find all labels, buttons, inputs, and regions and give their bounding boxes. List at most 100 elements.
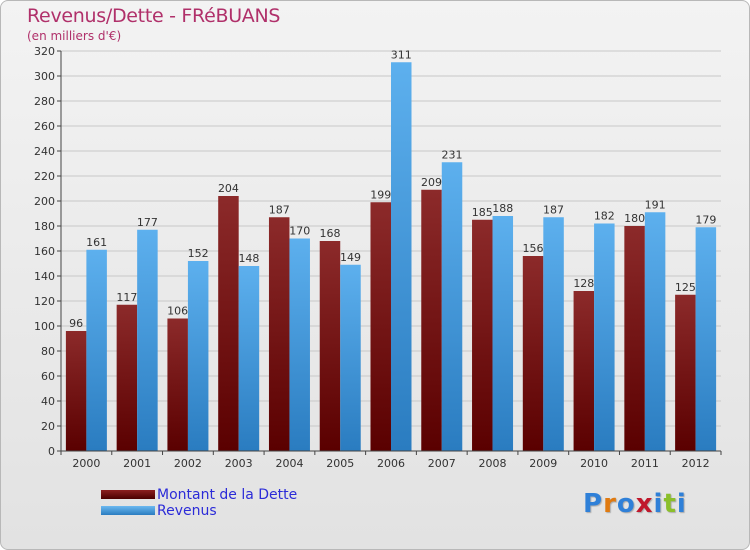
data-label-revenus: 188 <box>492 202 513 215</box>
bar-dette <box>268 217 290 451</box>
y-tick-label: 160 <box>34 245 55 258</box>
y-tick-label: 0 <box>48 445 55 458</box>
y-tick-label: 260 <box>34 120 55 133</box>
y-tick-label: 280 <box>34 95 55 108</box>
legend-label-dette: Montant de la Dette <box>157 487 298 503</box>
legend-swatch-dette <box>101 490 155 499</box>
x-tick-label: 2003 <box>225 457 253 470</box>
logo-letter: r <box>603 489 617 519</box>
data-label-dette: 125 <box>675 281 696 294</box>
y-tick-label: 320 <box>34 45 55 58</box>
bar-revenus <box>441 162 463 451</box>
proxiti-logo: Proxiti <box>583 489 687 519</box>
data-label-revenus: 231 <box>442 148 463 161</box>
legend-label-revenus: Revenus <box>157 503 217 519</box>
bar-dette <box>675 294 696 451</box>
data-label-revenus: 148 <box>238 252 259 265</box>
bar-revenus <box>238 266 260 451</box>
y-tick-label: 120 <box>34 295 55 308</box>
legend-item-dette: Montant de la Dette <box>101 487 361 503</box>
data-label-dette: 185 <box>472 206 493 219</box>
x-tick-label: 2005 <box>326 457 354 470</box>
data-label-dette: 168 <box>319 227 340 240</box>
logo-letter: x <box>635 489 654 519</box>
x-tick-label: 2008 <box>479 457 507 470</box>
y-tick-label: 220 <box>34 170 55 183</box>
bar-dette <box>116 304 138 451</box>
bar-revenus <box>391 62 412 451</box>
logo-letter: t <box>663 489 677 519</box>
y-tick-label: 100 <box>34 320 55 333</box>
y-tick-label: 20 <box>41 420 55 433</box>
data-label-revenus: 149 <box>340 251 361 264</box>
logo-letter: i <box>653 489 664 519</box>
x-tick-label: 2009 <box>529 457 557 470</box>
data-label-dette: 209 <box>421 176 442 189</box>
bar-dette <box>472 219 493 451</box>
bar-revenus <box>644 212 666 451</box>
bar-revenus <box>594 223 615 451</box>
y-tick-label: 180 <box>34 220 55 233</box>
y-tick-label: 300 <box>34 70 55 83</box>
x-tick-label: 2002 <box>174 457 202 470</box>
bar-revenus <box>543 217 564 451</box>
x-tick-label: 2001 <box>123 457 151 470</box>
bar-revenus <box>86 249 107 451</box>
data-label-revenus: 161 <box>86 236 107 249</box>
bar-dette <box>370 202 391 451</box>
x-tick-label: 2006 <box>377 457 405 470</box>
bar-revenus <box>492 216 514 451</box>
bar-dette <box>522 256 544 451</box>
logo-letter: i <box>676 489 687 519</box>
data-label-dette: 128 <box>573 277 594 290</box>
bar-dette <box>421 189 442 451</box>
x-tick-label: 2004 <box>275 457 303 470</box>
y-tick-label: 40 <box>41 395 55 408</box>
bar-dette <box>573 291 595 451</box>
legend-item-revenus: Revenus <box>101 503 361 519</box>
bar-dette <box>624 226 645 451</box>
data-label-dette: 106 <box>167 305 188 318</box>
chart-title: Revenus/Dette - FRéBUANS <box>27 5 281 27</box>
chart-subtitle: (en milliers d'€) <box>27 29 122 43</box>
y-tick-label: 140 <box>34 270 55 283</box>
bar-dette <box>319 241 341 451</box>
legend-swatch-revenus <box>101 506 155 515</box>
chart-legend: Montant de la Dette Revenus <box>101 487 361 519</box>
bar-revenus <box>340 264 361 451</box>
logo-letter: o <box>616 489 636 519</box>
x-tick-label: 2012 <box>682 457 710 470</box>
bar-revenus <box>289 238 310 451</box>
y-tick-label: 60 <box>41 370 55 383</box>
y-tick-label: 80 <box>41 345 55 358</box>
data-label-revenus: 179 <box>695 213 716 226</box>
data-label-dette: 117 <box>116 291 137 304</box>
y-tick-label: 240 <box>34 145 55 158</box>
x-tick-label: 2010 <box>580 457 608 470</box>
bar-revenus <box>137 229 158 451</box>
bar-dette <box>218 196 239 451</box>
x-tick-label: 2011 <box>631 457 659 470</box>
data-label-revenus: 187 <box>543 203 564 216</box>
data-label-revenus: 182 <box>594 210 615 223</box>
bar-revenus <box>695 227 717 451</box>
data-label-revenus: 152 <box>188 247 209 260</box>
data-label-dette: 180 <box>624 212 645 225</box>
bar-revenus <box>187 261 209 451</box>
x-tick-label: 2007 <box>428 457 456 470</box>
bar-dette <box>167 318 188 451</box>
data-label-dette: 156 <box>523 242 544 255</box>
y-tick-label: 200 <box>34 195 55 208</box>
bar-dette <box>65 331 87 451</box>
data-label-revenus: 311 <box>391 48 412 61</box>
logo-letter: P <box>583 489 604 519</box>
data-label-dette: 204 <box>218 182 239 195</box>
data-label-revenus: 177 <box>137 216 158 229</box>
data-label-revenus: 191 <box>645 198 666 211</box>
data-label-revenus: 170 <box>289 225 310 238</box>
data-label-dette: 96 <box>69 317 83 330</box>
data-label-dette: 187 <box>269 203 290 216</box>
data-label-dette: 199 <box>370 188 391 201</box>
